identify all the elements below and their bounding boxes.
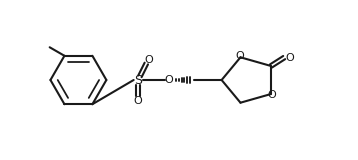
Text: O: O (267, 90, 276, 100)
Text: O: O (134, 96, 142, 106)
Text: O: O (164, 75, 173, 85)
Text: O: O (236, 51, 244, 61)
Text: O: O (144, 55, 153, 64)
Text: O: O (286, 52, 294, 63)
Text: S: S (134, 73, 142, 87)
